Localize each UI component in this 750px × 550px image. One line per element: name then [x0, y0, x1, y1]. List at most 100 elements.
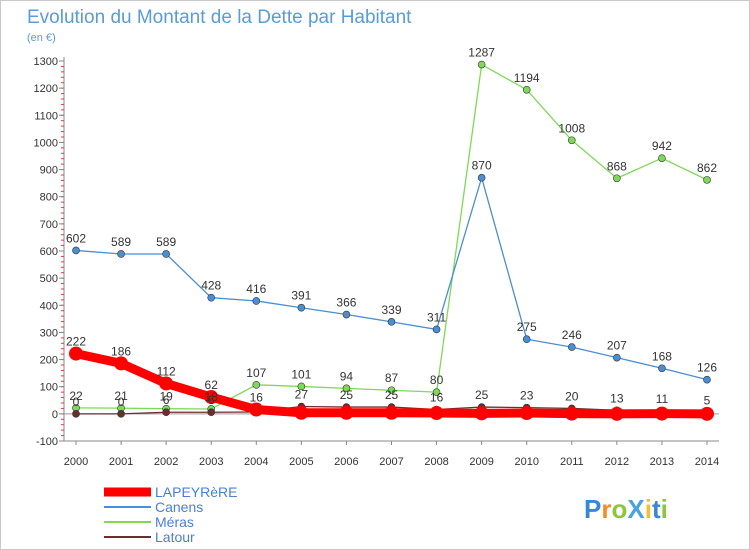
data-label-canens: 246	[562, 328, 582, 342]
data-label-m-ras: 19	[159, 390, 173, 404]
data-point-lapeyr-re	[474, 406, 489, 421]
logo-letter: t	[652, 494, 661, 524]
data-point-canens	[162, 250, 170, 258]
data-label-canens: 366	[336, 296, 356, 310]
data-label-latour: 20	[565, 389, 579, 403]
data-point-m-ras	[567, 136, 576, 145]
data-label-lapeyr-re: 112	[157, 364, 176, 378]
chart-title: Evolution du Montant de la Dette par Hab…	[27, 7, 412, 28]
data-point-canens	[117, 250, 125, 258]
data-label-canens: 311	[427, 310, 446, 324]
data-point-latour	[207, 408, 216, 417]
data-label-canens: 391	[291, 289, 311, 303]
data-point-m-ras	[703, 176, 711, 184]
data-point-canens	[297, 303, 306, 312]
data-point-m-ras	[477, 60, 486, 69]
data-point-canens	[613, 353, 621, 362]
data-label-canens: 416	[246, 282, 266, 296]
data-label-latour: 25	[340, 388, 354, 402]
y-tick-label: 0	[52, 409, 58, 421]
x-tick-label: 2004	[244, 456, 268, 468]
chart-subtitle: (en €)	[27, 32, 56, 44]
data-point-lapeyr-re	[249, 402, 264, 417]
x-tick-label: 2008	[424, 456, 448, 468]
data-point-lapeyr-re	[564, 406, 579, 421]
logo-letter: i	[645, 494, 652, 524]
axes: -100010020030040050060070080090010001100…	[34, 56, 720, 468]
data-labels: 22 21 19 18 107 101 94 87 80 1287 1194 1008 868 942 86…	[66, 46, 717, 409]
data-label-m-ras: 1287	[468, 46, 495, 60]
series-lines	[69, 60, 714, 421]
data-point-latour	[72, 410, 80, 418]
data-label-canens: 168	[652, 349, 672, 363]
x-tick-label: 2012	[605, 456, 629, 468]
data-point-m-ras	[658, 154, 666, 162]
x-tick-label: 2003	[199, 456, 223, 468]
data-label-latour: 27	[295, 388, 309, 402]
legend-label: Latour	[155, 529, 195, 545]
data-point-m-ras	[522, 85, 531, 94]
x-tick-label: 2009	[469, 456, 493, 468]
data-label-lapeyr-re: 62	[205, 378, 219, 392]
data-point-m-ras	[613, 174, 621, 183]
y-tick-label: 700	[40, 219, 58, 231]
x-tick-label: 2007	[379, 456, 403, 468]
y-tick-label: 200	[40, 355, 58, 367]
legend-label: LAPEYRèRE	[155, 484, 237, 500]
data-label-latour: 11	[656, 392, 669, 406]
data-point-m-ras	[252, 381, 261, 389]
legend-label: Méras	[155, 514, 194, 530]
data-label-canens: 126	[697, 361, 717, 375]
data-label-m-ras: 101	[291, 367, 311, 381]
data-label-m-ras: 18	[205, 390, 219, 404]
data-label-canens: 275	[517, 320, 537, 334]
data-point-canens	[567, 343, 576, 351]
data-point-canens	[72, 246, 80, 255]
data-point-canens	[658, 364, 666, 373]
data-label-lapeyr-re: 16	[250, 391, 264, 405]
data-label-canens: 339	[381, 303, 401, 317]
data-point-canens	[477, 173, 486, 182]
x-tick-label: 2010	[514, 456, 538, 468]
data-label-latour: 0	[118, 395, 125, 409]
data-label-latour: 16	[430, 391, 444, 405]
data-label-latour: 25	[475, 388, 489, 402]
logo-letter: X	[627, 494, 645, 524]
y-tick-label: 1300	[34, 56, 58, 68]
data-point-lapeyr-re	[69, 346, 83, 361]
data-label-m-ras: 80	[430, 373, 444, 387]
y-tick-label: 900	[40, 165, 58, 177]
data-label-latour: 5	[704, 394, 711, 408]
data-point-lapeyr-re	[204, 390, 219, 405]
data-label-latour: 6	[208, 393, 215, 407]
data-label-m-ras: 107	[246, 366, 266, 380]
y-tick-label: 800	[40, 192, 58, 204]
data-label-canens: 870	[472, 159, 492, 173]
data-label-m-ras: 868	[607, 159, 627, 173]
data-label-lapeyr-re: 222	[66, 335, 86, 349]
data-point-lapeyr-re	[384, 405, 399, 420]
data-point-latour	[162, 408, 170, 417]
data-label-canens: 428	[201, 279, 221, 293]
x-tick-label: 2005	[289, 456, 313, 468]
data-point-lapeyr-re	[339, 405, 354, 420]
y-tick-label: 1200	[34, 83, 58, 95]
data-label-m-ras: 87	[385, 371, 399, 385]
data-point-lapeyr-re	[700, 406, 714, 421]
data-point-m-ras	[342, 384, 351, 393]
x-tick-label: 2011	[560, 456, 584, 468]
y-tick-label: 400	[40, 300, 58, 312]
data-label-canens: 207	[607, 339, 627, 353]
data-point-canens	[703, 375, 711, 384]
data-point-canens	[387, 318, 396, 326]
data-label-latour: 13	[610, 391, 624, 405]
data-point-canens	[252, 297, 261, 305]
x-tick-label: 2000	[64, 456, 88, 468]
data-point-canens	[432, 325, 441, 334]
logo-letter: o	[611, 494, 627, 524]
data-point-canens	[207, 293, 216, 302]
data-label-latour: 6	[163, 393, 170, 407]
data-point-latour	[117, 410, 125, 418]
